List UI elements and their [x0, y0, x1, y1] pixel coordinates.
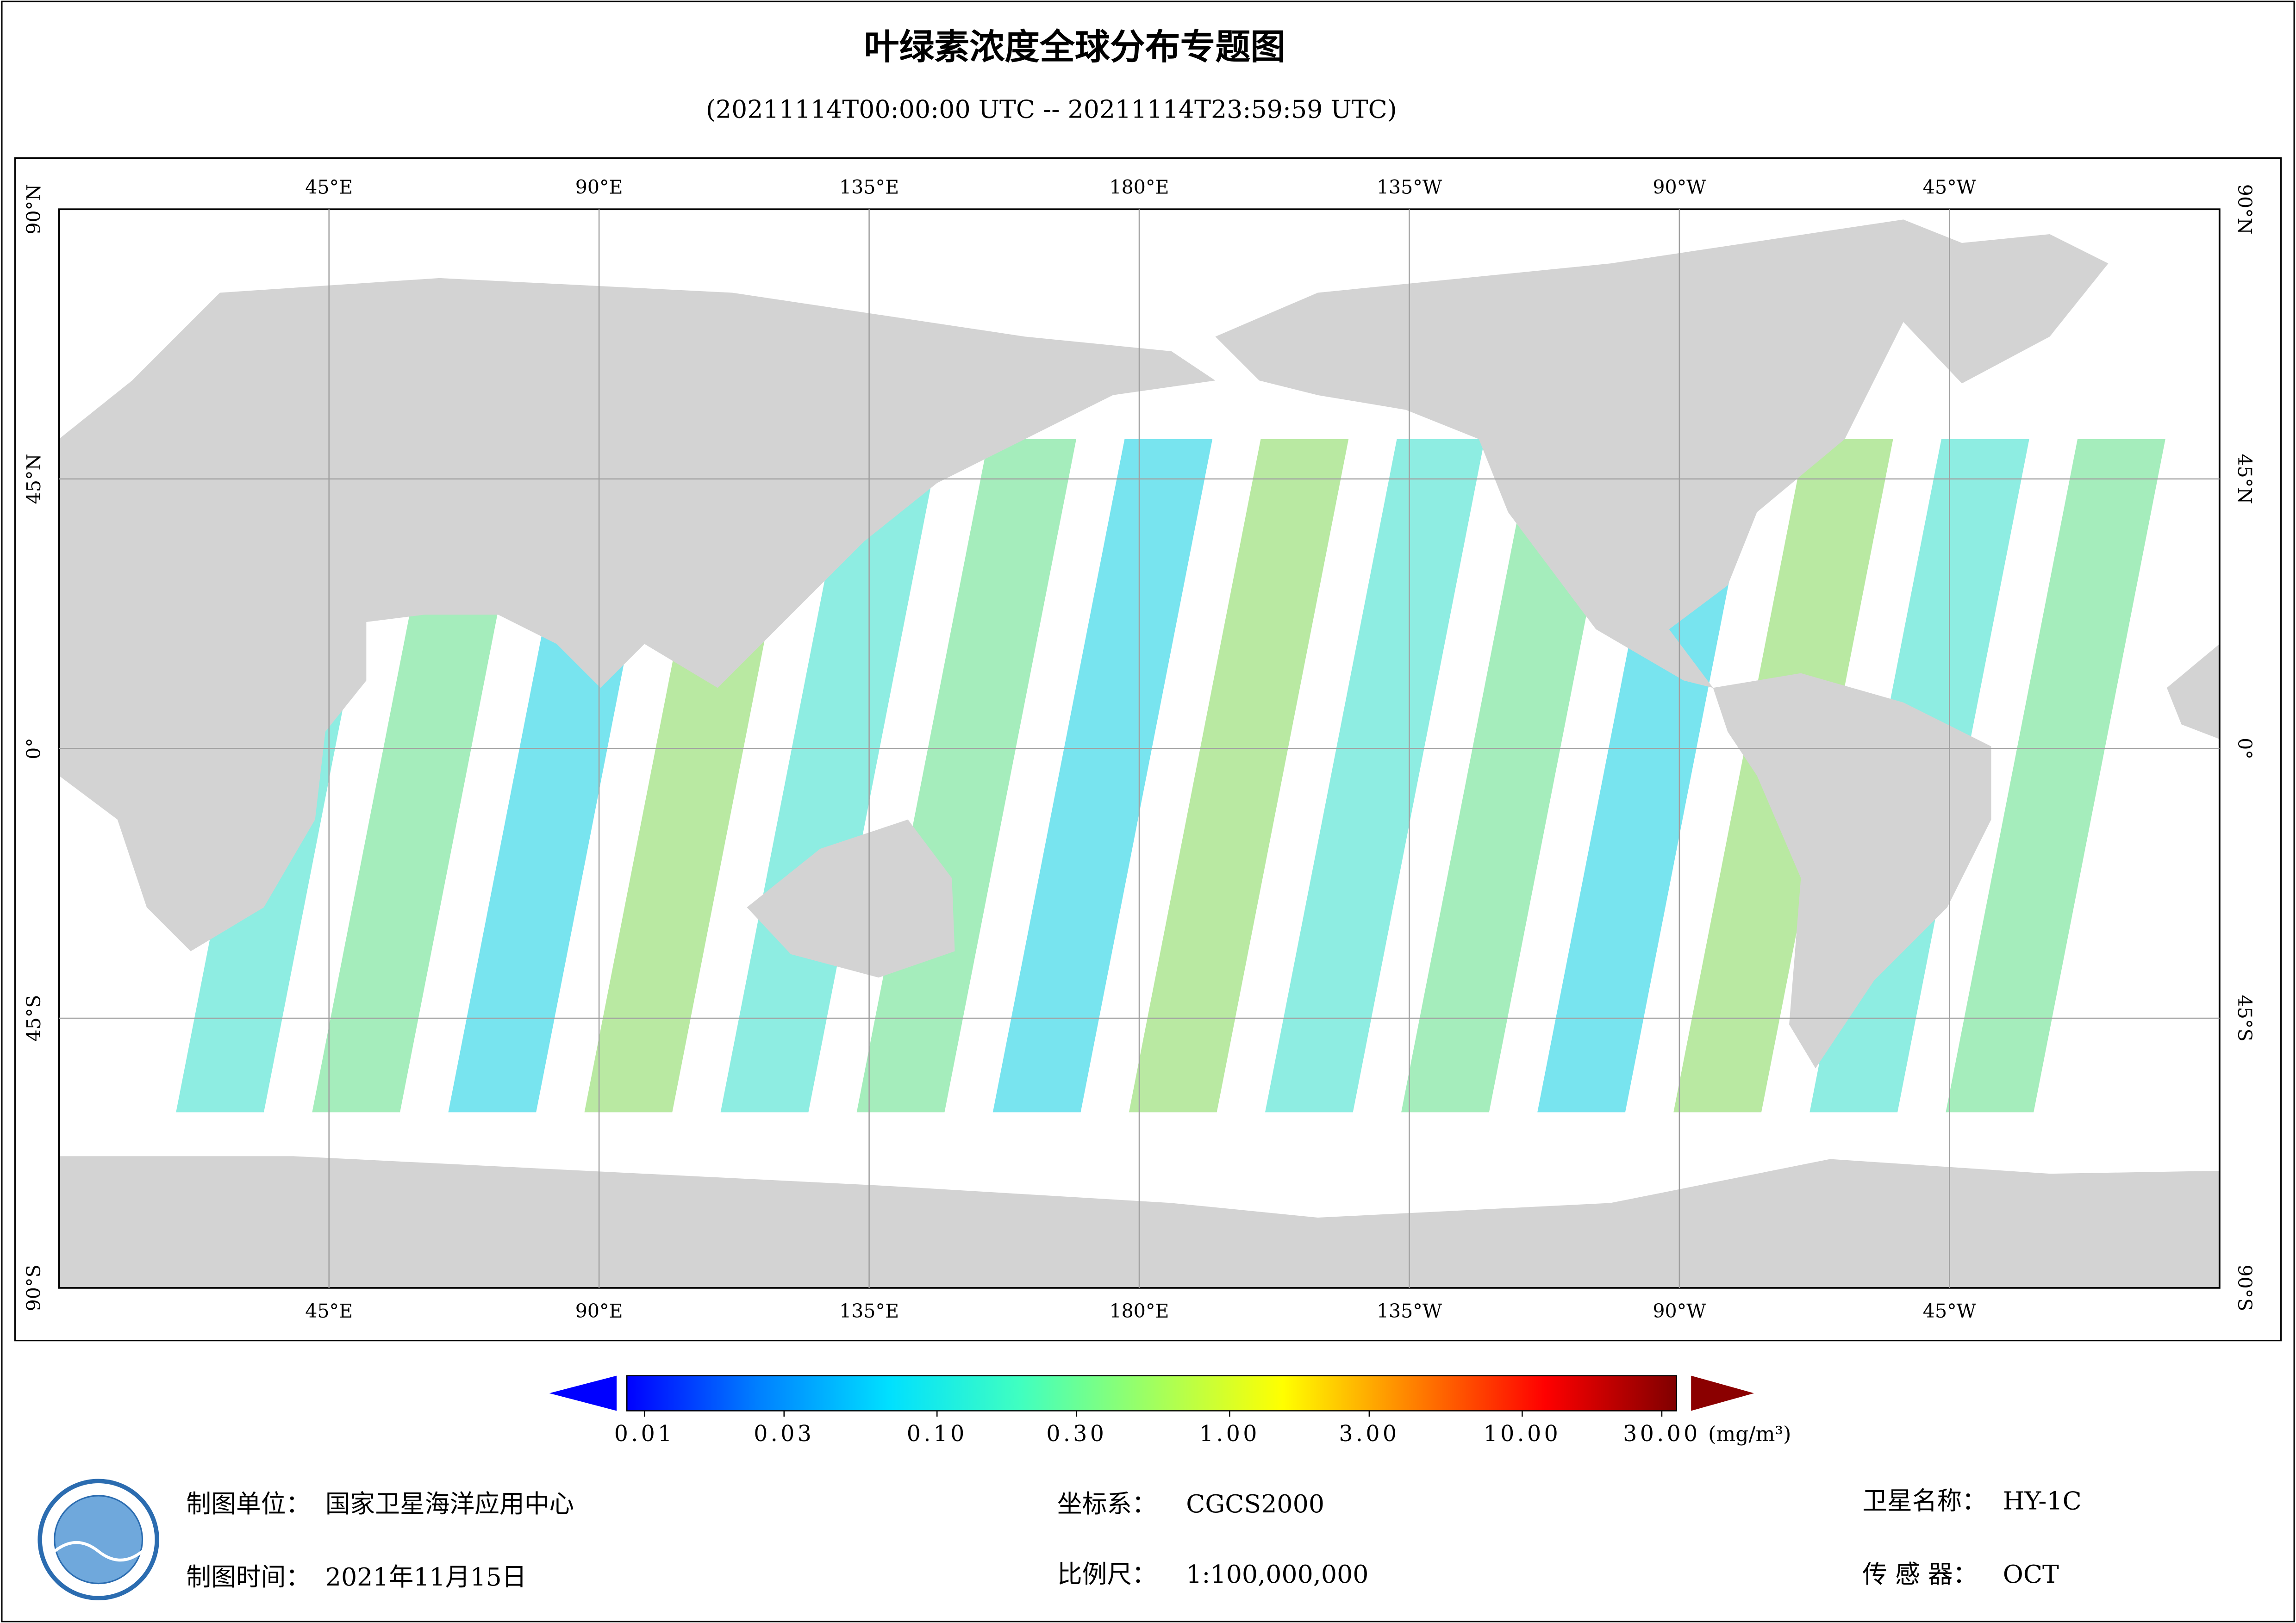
footer-value: OCT — [2003, 1560, 2059, 1589]
y-tick-label: 0° — [2234, 738, 2256, 759]
x-tick-label: 135°E — [839, 1300, 899, 1322]
colorbar-tick-label: 1.00 — [1199, 1421, 1260, 1447]
footer-label: 制图时间： — [186, 1562, 311, 1592]
y-tick-label: 45°N — [2234, 454, 2256, 504]
y-tick-label: 90°N — [23, 184, 45, 235]
x-tick-label: 45°E — [305, 1300, 353, 1322]
footer-label: 卫星名称： — [1862, 1486, 1987, 1516]
x-tick-label: 180°E — [1110, 176, 1169, 198]
title: 叶绿素浓度全球分布专题图 — [864, 26, 1286, 68]
footer-value: CGCS2000 — [1186, 1489, 1324, 1518]
colorbar-tick-label: 0.01 — [614, 1421, 675, 1447]
south-america — [1713, 673, 1991, 1069]
x-tick-label: 135°W — [1377, 1300, 1442, 1322]
y-tick-label: 90°S — [23, 1264, 45, 1311]
y-tick-label: 90°N — [2234, 184, 2256, 235]
colorbar-tick-label: 0.10 — [907, 1421, 967, 1447]
y-tick-label: 45°S — [2234, 995, 2256, 1042]
x-tick-label: 45°W — [1923, 1300, 1977, 1322]
footer-label: 传 感 器： — [1862, 1560, 1978, 1589]
x-tick-label: 90°E — [575, 176, 623, 198]
data-swath — [992, 439, 1213, 1113]
colorbar-under — [549, 1375, 617, 1411]
x-tick-label: 90°W — [1653, 176, 1706, 198]
y-tick-label: 0° — [23, 738, 45, 759]
footer-value: HY-1C — [2003, 1486, 2082, 1516]
x-tick-label: 45°W — [1923, 176, 1977, 198]
australia — [747, 819, 955, 978]
footer-value: 国家卫星海洋应用中心 — [325, 1489, 574, 1518]
data-swath — [1265, 439, 1485, 1113]
y-tick-label: 45°S — [23, 995, 45, 1042]
x-tick-label: 90°W — [1653, 1300, 1706, 1322]
y-tick-label: 90°S — [2234, 1264, 2256, 1311]
data-swath — [1129, 439, 1349, 1113]
data-swath — [1946, 439, 2165, 1113]
footer-value: 2021年11月15日 — [325, 1562, 527, 1592]
colorbar-over — [1691, 1375, 1754, 1411]
subtitle: (20211114T00:00:00 UTC -- 20211114T23:59… — [706, 94, 1397, 124]
west-africa — [2166, 644, 2220, 739]
y-tick-label: 45°N — [23, 454, 45, 504]
eurasia-africa — [59, 278, 1216, 951]
footer-label: 制图单位： — [186, 1489, 311, 1518]
colorbar-unit: (mg/m³) — [1708, 1423, 1791, 1446]
logo — [37, 1479, 159, 1600]
footer-label: 坐标系： — [1057, 1489, 1157, 1518]
x-tick-label: 90°E — [575, 1300, 623, 1322]
colorbar-tick-label: 0.30 — [1046, 1421, 1107, 1447]
x-tick-label: 135°E — [839, 176, 899, 198]
colorbar-tick-label: 0.03 — [754, 1421, 814, 1447]
footer-value: 1:100,000,000 — [1186, 1560, 1368, 1589]
footer-label: 比例尺： — [1057, 1560, 1157, 1589]
map-frame — [14, 157, 2282, 1342]
colorbar — [626, 1375, 1677, 1412]
colorbar-tick-label: 10.00 — [1484, 1421, 1561, 1447]
greenland — [1903, 234, 2109, 384]
colorbar-tick-label: 3.00 — [1339, 1421, 1399, 1447]
data-swath — [1537, 439, 1757, 1113]
x-tick-label: 180°E — [1110, 1300, 1169, 1322]
data-swath — [720, 439, 940, 1113]
north-america — [1215, 219, 1977, 688]
graticule: 45°E 45°E 90°E 90°E 135°E 135°E 180°E 180°E 135°… — [23, 176, 2256, 1322]
x-tick-label: 45°E — [305, 176, 353, 198]
colorbar-tick-label: 30.00 — [1623, 1421, 1700, 1447]
x-tick-label: 135°W — [1377, 176, 1442, 198]
data-swath — [1401, 439, 1621, 1113]
